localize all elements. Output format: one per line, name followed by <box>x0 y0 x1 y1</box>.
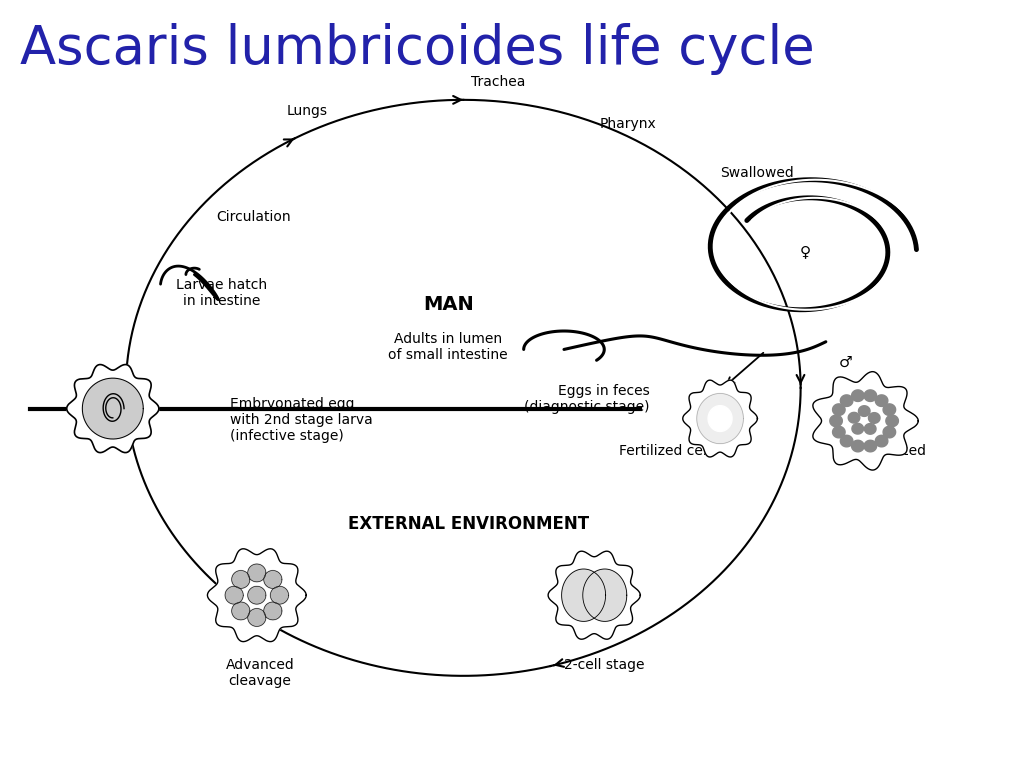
Polygon shape <box>876 435 888 447</box>
Text: Ascaris lumbricoides life cycle: Ascaris lumbricoides life cycle <box>20 23 815 75</box>
Text: Lungs: Lungs <box>287 104 328 118</box>
Polygon shape <box>231 571 250 588</box>
Text: Unfertilized: Unfertilized <box>846 444 927 458</box>
Polygon shape <box>841 435 853 447</box>
Text: MAN: MAN <box>423 296 473 314</box>
Polygon shape <box>248 586 266 604</box>
Polygon shape <box>829 415 843 427</box>
Text: Advanced
cleavage: Advanced cleavage <box>225 658 294 688</box>
Polygon shape <box>858 406 870 416</box>
Polygon shape <box>208 549 306 641</box>
Polygon shape <box>886 415 898 427</box>
Text: Fertilized cell: Fertilized cell <box>618 444 711 458</box>
Polygon shape <box>883 426 896 438</box>
Polygon shape <box>864 440 877 452</box>
Polygon shape <box>841 395 853 406</box>
Text: Circulation: Circulation <box>216 210 291 223</box>
Polygon shape <box>270 586 289 604</box>
Polygon shape <box>264 602 282 620</box>
Polygon shape <box>696 393 743 444</box>
Polygon shape <box>848 412 860 423</box>
Polygon shape <box>868 412 880 423</box>
Polygon shape <box>583 569 627 621</box>
Text: Adults in lumen
of small intestine: Adults in lumen of small intestine <box>388 332 508 362</box>
Polygon shape <box>225 586 244 604</box>
Polygon shape <box>264 571 282 588</box>
Text: Swallowed: Swallowed <box>720 166 794 180</box>
Text: Pharynx: Pharynx <box>599 118 656 131</box>
Polygon shape <box>864 390 877 402</box>
Text: Ingested: Ingested <box>83 379 143 392</box>
Polygon shape <box>548 551 640 639</box>
Polygon shape <box>876 395 888 406</box>
Text: EXTERNAL ENVIRONMENT: EXTERNAL ENVIRONMENT <box>348 515 589 533</box>
Polygon shape <box>833 404 845 415</box>
Polygon shape <box>231 602 250 620</box>
Polygon shape <box>852 423 863 434</box>
Polygon shape <box>248 608 266 627</box>
Text: ♀: ♀ <box>800 244 811 260</box>
Polygon shape <box>708 406 732 432</box>
Polygon shape <box>683 380 758 457</box>
Polygon shape <box>852 440 864 452</box>
Text: 2-cell stage: 2-cell stage <box>564 658 644 672</box>
Polygon shape <box>248 564 266 582</box>
Polygon shape <box>813 372 919 470</box>
Text: Larvae hatch
in intestine: Larvae hatch in intestine <box>176 278 267 309</box>
Polygon shape <box>852 390 864 402</box>
Text: ♂: ♂ <box>839 355 853 370</box>
Polygon shape <box>67 365 159 452</box>
Text: Eggs in feces
(diagnostic stage): Eggs in feces (diagnostic stage) <box>524 384 649 415</box>
Polygon shape <box>82 378 143 439</box>
Text: Trachea: Trachea <box>471 75 525 89</box>
Polygon shape <box>864 423 876 434</box>
Polygon shape <box>561 569 605 621</box>
Text: Embryonated egg
with 2nd stage larva
(infective stage): Embryonated egg with 2nd stage larva (in… <box>229 397 373 443</box>
Polygon shape <box>833 426 845 438</box>
Polygon shape <box>883 404 896 415</box>
